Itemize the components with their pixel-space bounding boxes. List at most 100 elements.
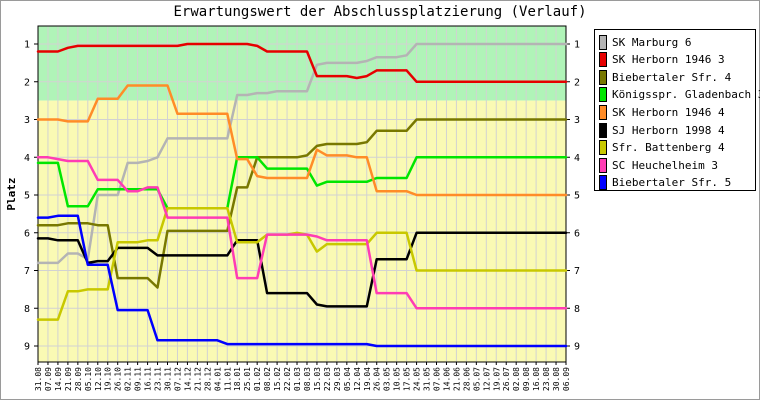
x-tick-label: 11.01 bbox=[223, 367, 232, 391]
legend-swatch bbox=[599, 175, 607, 191]
legend-item: Königsspr. Gladenbach 3 bbox=[599, 86, 760, 104]
x-tick-label: 15.03 bbox=[313, 367, 322, 391]
x-tick-label: 26.10 bbox=[114, 367, 123, 391]
x-tick-label: 07.09 bbox=[44, 367, 53, 391]
x-tick-label: 05.07 bbox=[472, 367, 481, 391]
legend-label: SK Herborn 1946 4 bbox=[612, 105, 725, 119]
x-tick-label: 04.01 bbox=[213, 367, 222, 391]
x-tick-label: 22.02 bbox=[283, 367, 292, 391]
x-tick-label: 14.06 bbox=[442, 367, 451, 391]
y-tick-label-right: 4 bbox=[574, 153, 580, 164]
x-tick-label: 28.12 bbox=[203, 367, 212, 391]
y-tick-label-left: 4 bbox=[24, 153, 30, 164]
legend-label: Königsspr. Gladenbach 3 bbox=[612, 88, 760, 102]
series-line-8 bbox=[36, 214, 568, 348]
legend-swatch bbox=[599, 34, 607, 50]
x-tick-label: 15.02 bbox=[273, 367, 282, 391]
y-tick-label-left: 5 bbox=[24, 191, 30, 202]
x-tick-label: 23.11 bbox=[154, 367, 163, 391]
x-tick-label: 06.09 bbox=[562, 367, 571, 391]
legend-item: SK Marburg 6 bbox=[599, 33, 691, 51]
series-line-4 bbox=[36, 84, 568, 197]
series-line-1 bbox=[36, 42, 568, 84]
legend-item: SJ Herborn 1998 4 bbox=[599, 121, 725, 139]
y-tick-label-left: 2 bbox=[24, 77, 30, 88]
chart-title: Erwartungswert der Abschlussplatzierung … bbox=[173, 4, 587, 20]
y-tick-label-left: 9 bbox=[24, 342, 30, 353]
legend-swatch bbox=[599, 157, 607, 173]
legend-swatch bbox=[599, 52, 607, 68]
series-line-2 bbox=[36, 118, 568, 289]
y-tick-label-right: 2 bbox=[574, 77, 580, 88]
x-tick-label: 21.06 bbox=[452, 367, 461, 391]
x-tick-label: 21.12 bbox=[193, 367, 202, 391]
series-line-5 bbox=[36, 231, 568, 308]
x-tick-label: 12.04 bbox=[353, 367, 362, 391]
legend-swatch bbox=[599, 140, 607, 156]
x-tick-label: 30.08 bbox=[552, 367, 561, 391]
x-tick-label: 14.12 bbox=[183, 367, 192, 391]
x-tick-label: 12.10 bbox=[94, 367, 103, 391]
x-tick-label: 08.02 bbox=[263, 367, 272, 391]
series-line-7 bbox=[36, 156, 568, 310]
chart-legend: SK Marburg 6 SK Herborn 1946 3 Biebertaler… bbox=[594, 29, 760, 192]
x-tick-label: 18.01 bbox=[233, 367, 242, 391]
x-tick-label: 16.11 bbox=[144, 367, 153, 391]
x-tick-label: 17.05 bbox=[403, 367, 412, 391]
x-tick-label: 07.12 bbox=[173, 367, 182, 391]
x-tick-label: 12.07 bbox=[482, 367, 491, 391]
legend-item: Biebertaler Sfr. 4 bbox=[599, 68, 731, 86]
y-tick-label-right: 3 bbox=[574, 115, 580, 126]
x-tick-label: 09.08 bbox=[522, 367, 531, 391]
legend-swatch bbox=[599, 87, 607, 103]
x-tick-label: 08.03 bbox=[303, 367, 312, 391]
x-tick-label: 24.05 bbox=[413, 367, 422, 391]
x-tick-label: 10.05 bbox=[393, 367, 402, 391]
x-tick-label: 25.01 bbox=[243, 367, 252, 391]
x-tick-label: 09.11 bbox=[134, 367, 143, 391]
x-tick-label: 26.07 bbox=[502, 367, 511, 391]
background-band-1 bbox=[38, 100, 566, 362]
y-tick-label-left: 3 bbox=[24, 115, 30, 126]
y-tick-label-right: 8 bbox=[574, 304, 580, 315]
x-tick-label: 26.04 bbox=[373, 367, 382, 391]
legend-swatch bbox=[599, 104, 607, 120]
x-tick-label: 28.06 bbox=[462, 367, 471, 391]
x-tick-label: 07.06 bbox=[432, 367, 441, 391]
series-line-0 bbox=[36, 42, 568, 265]
legend-label: Biebertaler Sfr. 4 bbox=[612, 70, 732, 84]
x-tick-label: 29.03 bbox=[333, 367, 342, 391]
x-tick-label: 28.09 bbox=[74, 367, 83, 391]
y-tick-label-right: 5 bbox=[574, 191, 580, 202]
x-tick-label: 19.07 bbox=[492, 367, 501, 391]
y-tick-label-right: 1 bbox=[574, 40, 580, 51]
x-tick-label: 02.11 bbox=[124, 367, 133, 391]
x-tick-label: 01.03 bbox=[293, 367, 302, 391]
legend-label: SK Marburg 6 bbox=[612, 35, 692, 49]
legend-label: Biebertaler Sfr. 5 bbox=[612, 176, 732, 190]
y-tick-label-left: 8 bbox=[24, 304, 30, 315]
x-tick-label: 05.10 bbox=[84, 367, 93, 391]
y-axis-label: Platz bbox=[5, 177, 18, 210]
legend-item: Sfr. Battenberg 4 bbox=[599, 139, 725, 157]
legend-label: SK Herborn 1946 3 bbox=[612, 53, 725, 67]
legend-item: Biebertaler Sfr. 5 bbox=[599, 174, 731, 192]
x-tick-label: 30.11 bbox=[164, 367, 173, 391]
legend-item: SK Herborn 1946 4 bbox=[599, 103, 725, 121]
x-tick-label: 23.08 bbox=[542, 367, 551, 391]
x-tick-label: 31.08 bbox=[34, 367, 43, 391]
x-tick-label: 16.08 bbox=[532, 367, 541, 391]
legend-label: SC Heuchelheim 3 bbox=[612, 158, 718, 172]
y-tick-label-right: 9 bbox=[574, 342, 580, 353]
legend-item: SC Heuchelheim 3 bbox=[599, 156, 718, 174]
y-tick-label-left: 6 bbox=[24, 228, 30, 239]
x-tick-label: 05.04 bbox=[343, 367, 352, 391]
legend-label: SJ Herborn 1998 4 bbox=[612, 123, 725, 137]
legend-swatch bbox=[599, 122, 607, 138]
y-tick-label-left: 1 bbox=[24, 40, 30, 51]
x-tick-label: 03.05 bbox=[383, 367, 392, 391]
legend-item: SK Herborn 1946 3 bbox=[599, 51, 725, 69]
y-tick-label-right: 6 bbox=[574, 228, 580, 239]
x-tick-label: 31.05 bbox=[423, 367, 432, 391]
